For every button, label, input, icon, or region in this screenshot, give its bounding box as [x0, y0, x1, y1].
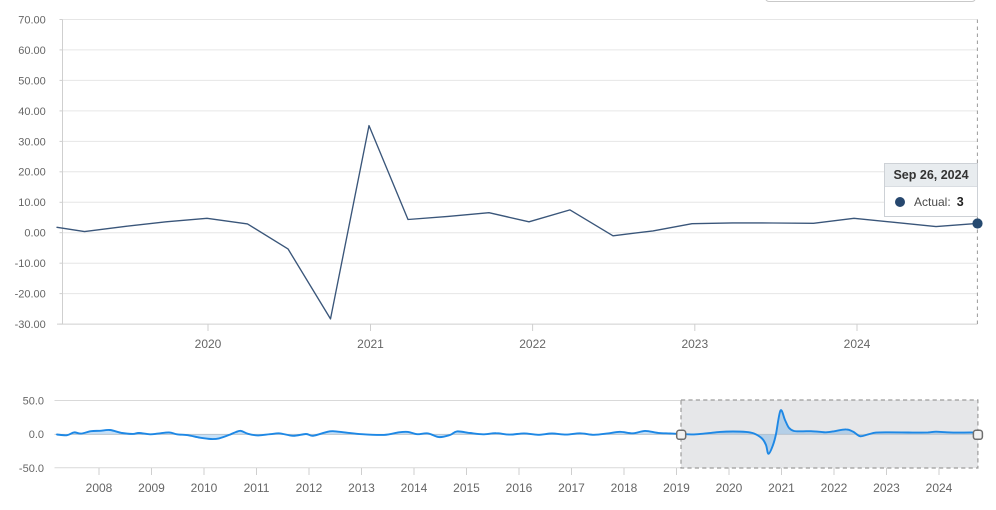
svg-text:2021: 2021 [768, 481, 795, 495]
svg-text:2008: 2008 [86, 481, 113, 495]
svg-text:2018: 2018 [611, 481, 638, 495]
svg-text:40.00: 40.00 [18, 106, 46, 118]
svg-text:0.00: 0.00 [24, 228, 45, 240]
svg-text:10.00: 10.00 [18, 197, 46, 209]
svg-text:2022: 2022 [821, 481, 848, 495]
svg-text:-20.00: -20.00 [15, 289, 46, 301]
svg-text:50.00: 50.00 [18, 75, 46, 87]
svg-text:2023: 2023 [873, 481, 900, 495]
svg-text:2019: 2019 [663, 481, 690, 495]
svg-text:2010: 2010 [191, 481, 218, 495]
svg-text:2023: 2023 [681, 337, 708, 351]
svg-text:2024: 2024 [844, 337, 871, 351]
svg-text:60.00: 60.00 [18, 45, 46, 57]
svg-text:2020: 2020 [716, 481, 743, 495]
svg-text:2021: 2021 [357, 337, 384, 351]
svg-text:2024: 2024 [926, 481, 953, 495]
svg-text:2015: 2015 [453, 481, 480, 495]
svg-text:50.0: 50.0 [23, 396, 44, 408]
svg-text:2020: 2020 [195, 337, 222, 351]
svg-text:2016: 2016 [506, 481, 533, 495]
svg-text:20.00: 20.00 [18, 167, 46, 179]
svg-text:2009: 2009 [138, 481, 165, 495]
svg-text:2013: 2013 [348, 481, 375, 495]
svg-text:-30.00: -30.00 [15, 319, 46, 331]
svg-text:-10.00: -10.00 [15, 258, 46, 270]
svg-text:2012: 2012 [296, 481, 323, 495]
svg-text:70.00: 70.00 [18, 14, 46, 26]
svg-text:2011: 2011 [244, 481, 270, 495]
svg-text:-50.0: -50.0 [19, 463, 44, 475]
svg-text:30.00: 30.00 [18, 136, 46, 148]
svg-text:2022: 2022 [519, 337, 546, 351]
svg-text:2017: 2017 [558, 481, 585, 495]
svg-text:0.0: 0.0 [29, 429, 44, 441]
svg-text:2014: 2014 [401, 481, 428, 495]
